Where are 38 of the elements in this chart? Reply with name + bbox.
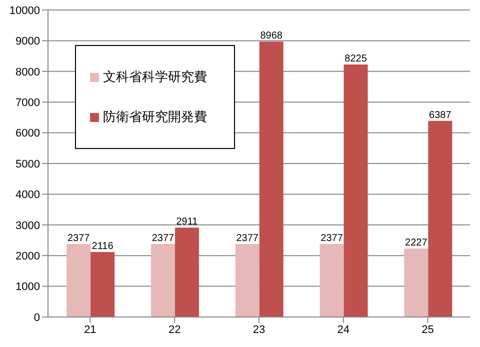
legend-label: 文科省科学研究費 — [103, 69, 207, 86]
y-tick-label: 8000 — [16, 66, 40, 78]
x-tick-label: 25 — [422, 324, 434, 336]
data-label: 2377 — [236, 233, 259, 244]
y-tick-label: 6000 — [16, 128, 40, 140]
bar — [66, 244, 91, 317]
y-tick-label: 1000 — [16, 281, 40, 294]
data-label: 2116 — [92, 241, 114, 252]
bar — [320, 244, 344, 317]
bar — [259, 42, 284, 317]
y-tick-label: 2000 — [16, 250, 40, 263]
data-label: 2377 — [152, 233, 175, 244]
y-tick-label: 9000 — [16, 36, 40, 48]
y-tick-label: 10000 — [9, 4, 40, 17]
y-tick-label: 4000 — [16, 189, 40, 202]
data-label: 2911 — [176, 216, 198, 228]
legend-label: 防衛省研究開発費 — [103, 109, 207, 126]
x-tick-label: 23 — [252, 324, 266, 336]
y-tick-label: 7000 — [16, 97, 40, 110]
x-tick-label: 24 — [337, 324, 350, 336]
data-label: 2227 — [405, 238, 428, 249]
data-label: 2377 — [320, 233, 344, 244]
bar — [404, 248, 428, 317]
x-tick-label: 21 — [84, 324, 96, 336]
x-tick-label: 22 — [168, 324, 181, 336]
y-tick-label: 5000 — [16, 158, 40, 170]
data-label: 6387 — [429, 110, 452, 121]
bar — [174, 228, 199, 317]
bar — [428, 120, 452, 317]
bar — [344, 64, 368, 317]
y-tick-label: 3000 — [16, 220, 40, 232]
bar — [90, 252, 115, 317]
bar — [150, 244, 175, 317]
data-label: 8968 — [260, 30, 283, 42]
data-label: 8225 — [344, 53, 368, 64]
data-label: 2377 — [67, 233, 90, 244]
bar — [235, 244, 260, 317]
y-tick-label: 0 — [34, 312, 40, 324]
